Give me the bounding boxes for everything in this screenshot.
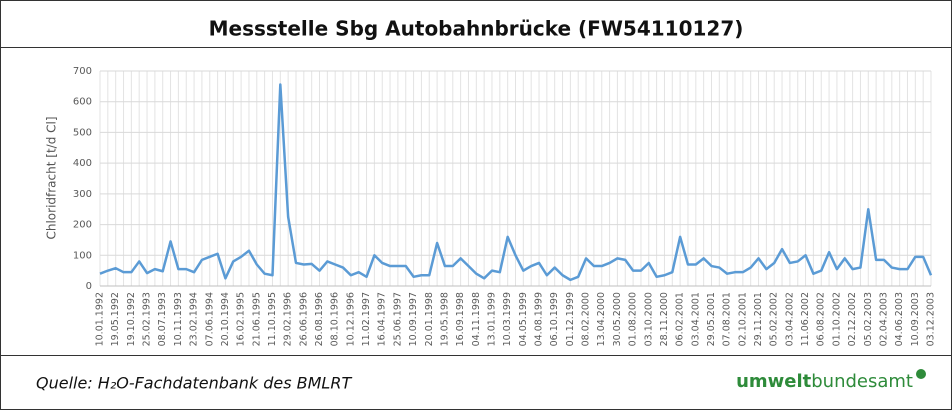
x-tick-label: 30.05.2000 xyxy=(612,292,623,346)
x-tick-label: 06.02.2001 xyxy=(675,292,686,346)
x-tick-label: 16.04.1997 xyxy=(377,292,388,346)
x-tick-label: 02.10.2001 xyxy=(737,292,748,346)
x-tick-label: 11.10.1995 xyxy=(267,292,278,346)
x-tick-label: 05.02.2003 xyxy=(863,292,874,346)
x-tick-label: 04.08.1999 xyxy=(534,292,545,346)
x-tick-label: 03.10.2000 xyxy=(643,292,654,346)
x-tick-label: 06.08.2002 xyxy=(816,292,827,346)
y-tick-label: 200 xyxy=(73,220,92,231)
x-tick-label: 10.01.1992 xyxy=(95,292,106,346)
x-tick-label: 10.11.1993 xyxy=(173,292,184,346)
x-tick-label: 07.06.1994 xyxy=(204,292,215,346)
y-tick-label: 600 xyxy=(73,97,92,108)
x-tick-label: 26.06.1996 xyxy=(298,292,309,346)
y-tick-label: 0 xyxy=(86,281,92,292)
x-tick-label: 03.12.2003 xyxy=(926,292,937,346)
x-tick-label: 01.12.1999 xyxy=(565,292,576,346)
x-tick-label: 28.11.2000 xyxy=(659,292,670,346)
x-tick-label: 02.04.2003 xyxy=(878,292,889,346)
y-tick-label: 700 xyxy=(73,66,92,77)
x-tick-label: 13.04.2000 xyxy=(596,292,607,346)
x-tick-label: 16.02.1995 xyxy=(236,292,247,346)
y-tick-label: 500 xyxy=(73,127,92,138)
x-tick-label: 19.05.1992 xyxy=(110,292,121,346)
x-tick-label: 21.06.1995 xyxy=(251,292,262,346)
series-line xyxy=(99,83,933,282)
logo: umweltbundesamt xyxy=(736,371,913,392)
x-tick-label: 07.08.2001 xyxy=(722,292,733,346)
x-tick-label: 08.02.2000 xyxy=(581,292,592,346)
x-tick-label: 08.07.1993 xyxy=(157,292,168,346)
logo-bold: umwelt xyxy=(736,371,812,392)
x-tick-label: 29.05.2001 xyxy=(706,292,717,346)
x-tick-label: 04.05.1999 xyxy=(518,292,529,346)
x-tick-label: 19.05.1998 xyxy=(439,292,450,346)
x-tick-label: 01.10.2002 xyxy=(831,292,842,346)
x-tick-label: 04.11.1998 xyxy=(471,292,482,346)
x-tick-label: 11.06.2002 xyxy=(800,292,811,346)
x-tick-label: 29.11.2001 xyxy=(753,292,764,346)
x-tick-label: 10.09.1997 xyxy=(408,292,419,346)
y-tick-label: 300 xyxy=(73,189,92,200)
y-tick-label: 400 xyxy=(73,158,92,169)
x-tick-label: 11.02.1997 xyxy=(361,292,372,346)
x-tick-label: 01.08.2000 xyxy=(628,292,639,346)
x-tick-label: 25.06.1997 xyxy=(392,292,403,346)
x-tick-label: 19.10.1992 xyxy=(126,292,137,346)
chart-title: Messstelle Sbg Autobahnbrücke (FW5411012… xyxy=(209,17,744,41)
x-tick-label: 20.10.1994 xyxy=(220,292,231,346)
x-tick-label: 26.08.1996 xyxy=(314,292,325,346)
logo-icon xyxy=(916,369,926,379)
y-axis-label: Chloridfracht [t/d Cl] xyxy=(45,116,59,239)
x-tick-label: 23.02.1994 xyxy=(189,292,200,346)
y-tick-label: 100 xyxy=(73,250,92,261)
x-tick-label: 16.09.1998 xyxy=(455,292,466,346)
x-tick-label: 08.10.1996 xyxy=(330,292,341,346)
x-tick-label: 13.01.1999 xyxy=(486,292,497,346)
x-tick-label: 10.12.1996 xyxy=(345,292,356,346)
x-tick-label: 05.02.2002 xyxy=(769,292,780,346)
x-tick-label: 03.04.2002 xyxy=(784,292,795,346)
x-tick-label: 06.10.1999 xyxy=(549,292,560,346)
x-tick-label: 10.03.1999 xyxy=(502,292,513,346)
x-tick-label: 29.02.1996 xyxy=(283,292,294,346)
x-tick-label: 03.04.2001 xyxy=(690,292,701,346)
x-tick-label: 20.01.1998 xyxy=(424,292,435,346)
x-tick-label: 02.12.2002 xyxy=(847,292,858,346)
x-tick-label: 04.06.2003 xyxy=(894,292,905,346)
x-tick-label: 10.09.2003 xyxy=(910,292,921,346)
logo-light: bundesamt xyxy=(811,371,913,392)
source-note: Quelle: H₂O-Fachdatenbank des BMLRT xyxy=(36,374,352,393)
x-tick-label: 25.02.1993 xyxy=(142,292,153,346)
